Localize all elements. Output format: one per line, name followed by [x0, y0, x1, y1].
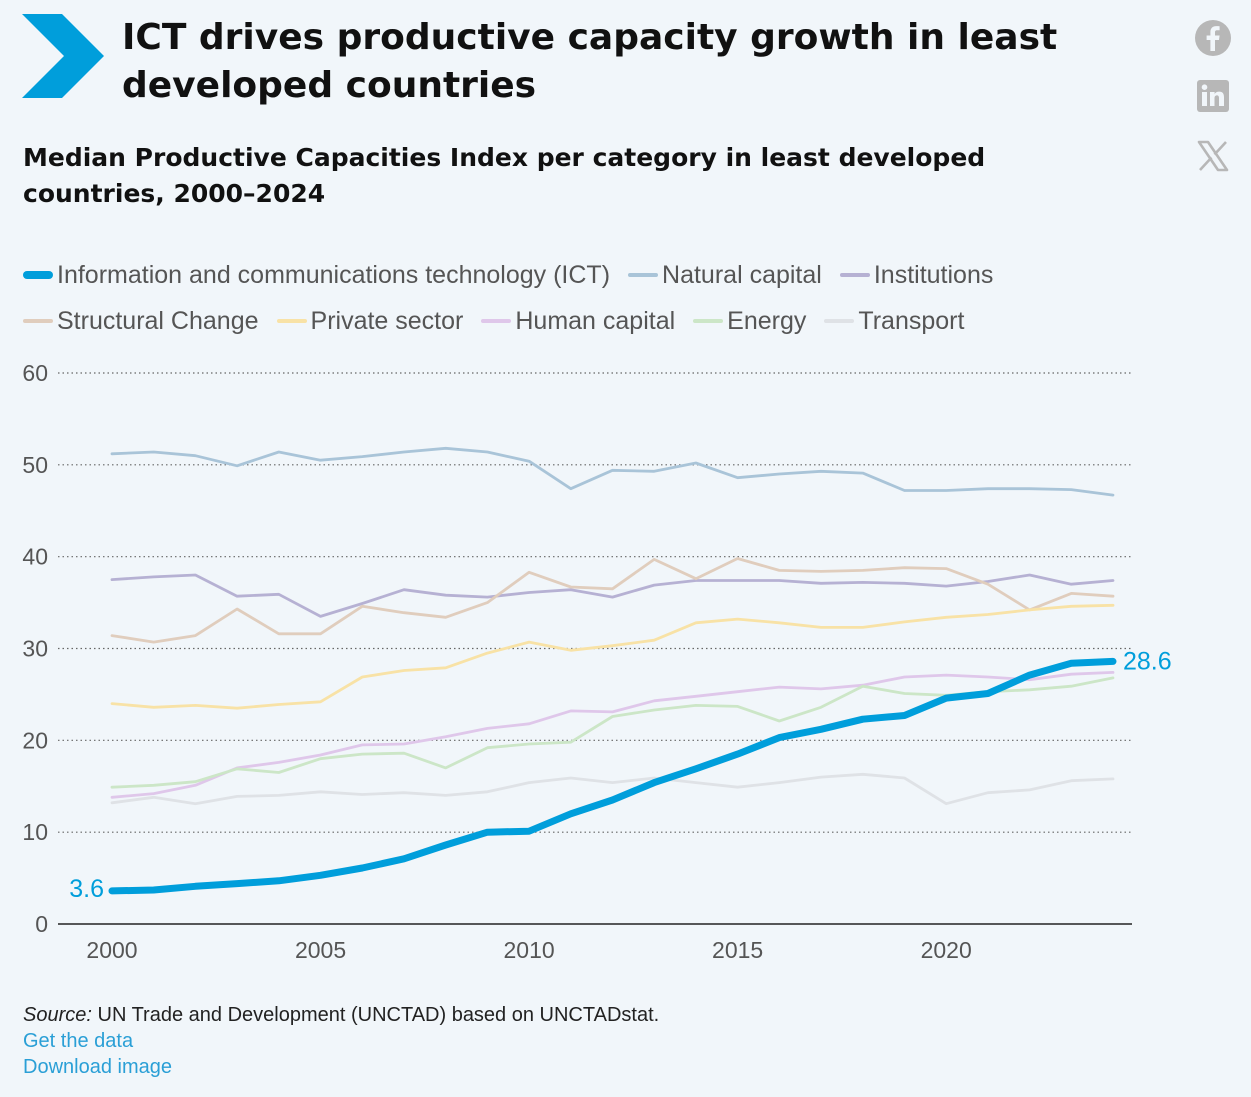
series-line — [110, 772, 1115, 806]
y-tick-label: 40 — [22, 544, 48, 570]
legend-label: Transport — [858, 307, 965, 335]
legend-swatch — [628, 273, 659, 277]
page-title: ICT drives productive capacity growth in… — [122, 17, 1058, 106]
legend-item: Natural capital — [628, 252, 822, 298]
y-tick-label: 10 — [22, 819, 48, 845]
legend-item: Institutions — [839, 252, 994, 298]
legend-swatch — [23, 319, 53, 323]
legend-item: Private sector — [276, 298, 464, 344]
legend-label: Human capital — [515, 307, 676, 335]
line-chart: 0 10 20 30 40 50 60 2000 2005 2010 2015 2020 3.6 28.6 — [22, 360, 1172, 963]
unctad-chevron-logo — [22, 14, 104, 98]
x-tick-label: 2000 — [86, 937, 137, 963]
facebook-icon[interactable] — [1193, 18, 1233, 58]
chart-subtitle: Median Productive Capacities Index per c… — [23, 143, 986, 208]
legend-swatch — [276, 319, 307, 323]
chart-legend: Information and communications technolog… — [23, 252, 1113, 344]
get-data-link[interactable]: Get the data — [23, 1030, 134, 1052]
series-line — [110, 573, 1115, 618]
x-tick-label: 2020 — [921, 937, 972, 963]
legend-swatch — [23, 271, 53, 279]
legend-label: Private sector — [310, 307, 464, 335]
data-label: 28.6 — [1123, 647, 1172, 675]
legend-swatch — [824, 319, 855, 323]
series-line — [110, 557, 1115, 644]
y-tick-label: 0 — [35, 911, 48, 937]
legend-label: Natural capital — [662, 261, 822, 289]
series-line — [108, 657, 1117, 895]
legend-label: Structural Change — [57, 307, 259, 335]
source-label: Source: — [23, 1004, 92, 1026]
source-text: UN Trade and Development (UNCTAD) based … — [97, 1004, 660, 1026]
source-note: Source: UN Trade and Development (UNCTAD… — [23, 1002, 659, 1028]
legend-item: Transport — [824, 298, 964, 344]
series-line — [110, 670, 1115, 799]
linkedin-icon[interactable] — [1193, 76, 1233, 116]
x-icon[interactable] — [1193, 136, 1233, 176]
series-line — [110, 603, 1115, 710]
legend-label: Energy — [727, 307, 807, 335]
x-tick-label: 2005 — [295, 937, 346, 963]
legend-label: Institutions — [873, 261, 994, 289]
series-line — [110, 446, 1115, 497]
legend-swatch — [481, 319, 512, 323]
legend-item: Information and communications technolog… — [23, 252, 610, 298]
legend-item: Structural Change — [23, 298, 259, 344]
data-label: 3.6 — [69, 875, 104, 903]
legend-item: Energy — [693, 298, 806, 344]
y-tick-label: 60 — [22, 360, 48, 386]
legend-item: Human capital — [481, 298, 675, 344]
y-tick-label: 30 — [22, 636, 48, 662]
x-tick-label: 2015 — [712, 937, 763, 963]
legend-swatch — [693, 319, 724, 323]
y-tick-label: 20 — [22, 727, 48, 753]
download-image-link[interactable]: Download image — [23, 1056, 172, 1078]
y-tick-label: 50 — [22, 452, 48, 478]
legend-label: Information and communications technolog… — [57, 261, 611, 289]
x-tick-label: 2010 — [503, 937, 554, 963]
legend-swatch — [839, 273, 870, 277]
